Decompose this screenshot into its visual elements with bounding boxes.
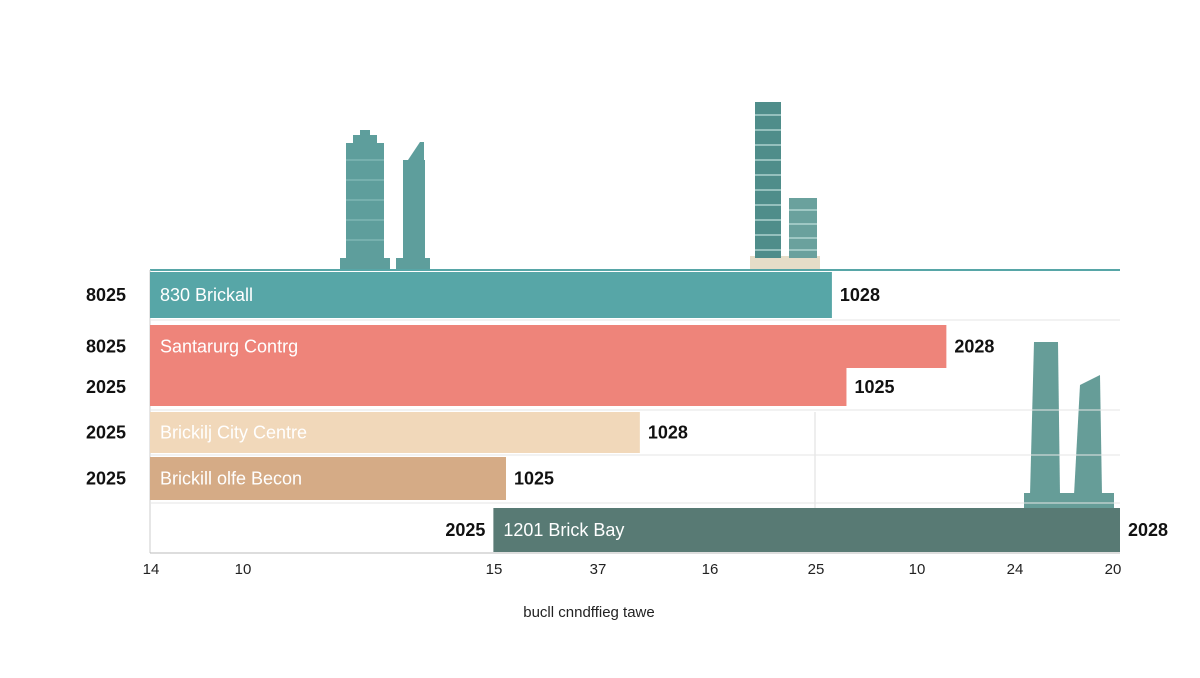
bar-label-0: 830 Brickall bbox=[160, 285, 253, 305]
x-tick-label-6: 10 bbox=[909, 561, 926, 578]
bar-3 bbox=[150, 412, 640, 453]
bar-end-label-1: 2028 bbox=[954, 337, 994, 357]
bar-2 bbox=[150, 368, 847, 406]
building-skyline-icon-left bbox=[340, 130, 430, 270]
x-tick-label-7: 24 bbox=[1007, 561, 1024, 578]
bar-start-label-0: 8025 bbox=[86, 285, 126, 305]
row-separators bbox=[150, 319, 1120, 504]
x-tick-label-8: 20 bbox=[1105, 561, 1122, 578]
bars-group: 830 Brickall 8025 1028 Santarurg Contrg 8025… bbox=[86, 272, 1168, 552]
bar-label-3: Brickilj City Centre bbox=[160, 423, 307, 443]
bar-start-label-1: 8025 bbox=[86, 337, 126, 357]
x-tick-label-0: 14 bbox=[143, 561, 160, 578]
bar-start-label-4: 2025 bbox=[86, 469, 126, 489]
x-tick-label-4: 16 bbox=[702, 561, 719, 578]
bar-end-label-4: 1025 bbox=[514, 469, 554, 489]
bar-1 bbox=[150, 325, 947, 368]
bar-end-label-3: 1028 bbox=[648, 423, 688, 443]
bar-end-label-0: 1028 bbox=[840, 285, 880, 305]
bar-0 bbox=[150, 272, 832, 318]
bar-start-label-3: 2025 bbox=[86, 423, 126, 443]
bar-label-5: 1201 Brick Bay bbox=[503, 520, 624, 540]
bar-4 bbox=[150, 457, 506, 500]
x-tick-label-1: 10 bbox=[235, 561, 252, 578]
x-axis-title: bucll cnndffieg tawe bbox=[523, 604, 654, 621]
x-tick-label-5: 25 bbox=[808, 561, 825, 578]
bar-5 bbox=[493, 508, 1120, 552]
building-skyline-icon-center bbox=[750, 102, 820, 270]
x-tick-label-2: 15 bbox=[486, 561, 503, 578]
bar-end-label-5: 2028 bbox=[1128, 520, 1168, 540]
x-ticks-group: 14 10 15 37 16 25 10 24 20 bbox=[143, 561, 1122, 578]
building-skyline-icon-right bbox=[1024, 342, 1114, 509]
bar-label-4: Brickill olfe Becon bbox=[160, 469, 302, 489]
bar-start-label-5: 2025 bbox=[445, 520, 485, 540]
bar-start-label-2: 2025 bbox=[86, 377, 126, 397]
bar-end-label-2: 1025 bbox=[854, 377, 894, 397]
x-tick-label-3: 37 bbox=[590, 561, 607, 578]
bar-label-1: Santarurg Contrg bbox=[160, 337, 298, 357]
